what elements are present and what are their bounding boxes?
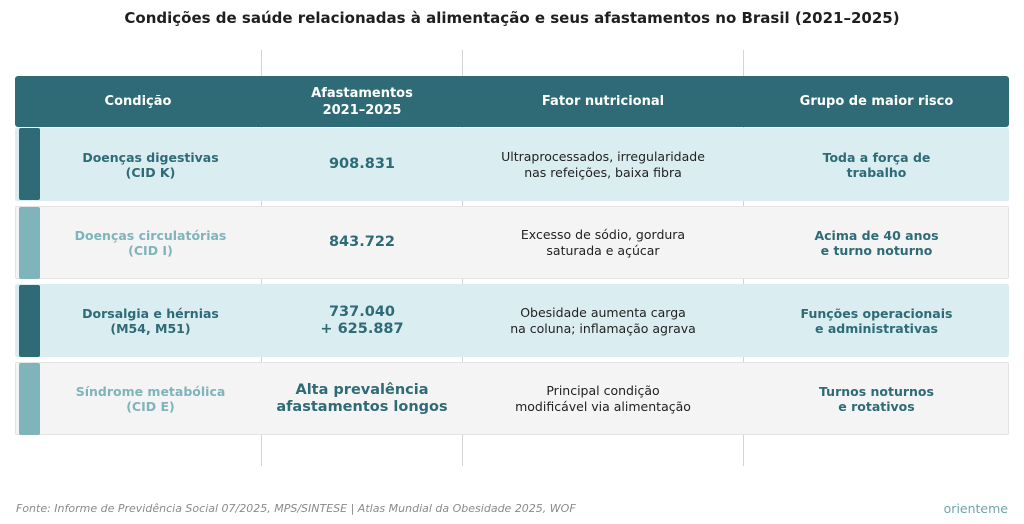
cell-condition: Dorsalgia e hérnias (M54, M51) — [82, 305, 219, 336]
cell-absences: 737.040 + 625.887 — [320, 303, 404, 337]
cell-absences: 843.722 — [328, 234, 396, 250]
cell-condition: Doenças digestivas (CID K) — [82, 149, 219, 180]
page-title: Condições de saúde relacionadas à alimen… — [124, 9, 900, 27]
table-row — [15, 284, 1009, 357]
row-accent-bar — [19, 363, 40, 435]
cell-condition: Doenças circulatórias (CID I) — [74, 227, 227, 258]
header-absences: Afastamentos 2021–2025 — [311, 85, 413, 118]
row-accent-bar — [19, 128, 40, 200]
source-note: Fonte: Informe de Previdência Social 07/… — [16, 502, 576, 515]
cell-risk-group: Toda a força de trabalho — [822, 149, 931, 180]
table-row — [15, 206, 1009, 279]
row-accent-bar — [19, 285, 40, 357]
table-row — [15, 128, 1009, 201]
cell-nutritional-factor: Excesso de sódio, gordura saturada e açú… — [520, 226, 686, 258]
cell-absences: Alta prevalência afastamentos longos — [276, 381, 448, 415]
cell-condition: Síndrome metabólica (CID E) — [75, 383, 226, 414]
cell-nutritional-factor: Ultraprocessados, irregularidade nas ref… — [501, 148, 705, 180]
header-risk-group: Grupo de maior risco — [799, 94, 954, 109]
table-header: Condição Afastamentos 2021–2025 Fator nu… — [15, 76, 1009, 127]
cell-risk-group: Funções operacionais e administrativas — [800, 305, 953, 336]
cell-risk-group: Turnos noturnos e rotativos — [819, 383, 934, 414]
cell-absences: 908.831 — [328, 156, 396, 172]
row-accent-bar — [19, 207, 40, 279]
table-row — [15, 362, 1009, 435]
cell-nutritional-factor: Obesidade aumenta carga na coluna; infla… — [510, 304, 696, 336]
header-nutritional-factor: Fator nutricional — [541, 94, 665, 109]
cell-risk-group: Acima de 40 anos e turno noturno — [814, 227, 939, 258]
brand-wordmark: orienteme — [943, 501, 1008, 516]
cell-nutritional-factor: Principal condição modificável via alime… — [515, 382, 691, 414]
header-condition: Condição — [104, 94, 172, 109]
